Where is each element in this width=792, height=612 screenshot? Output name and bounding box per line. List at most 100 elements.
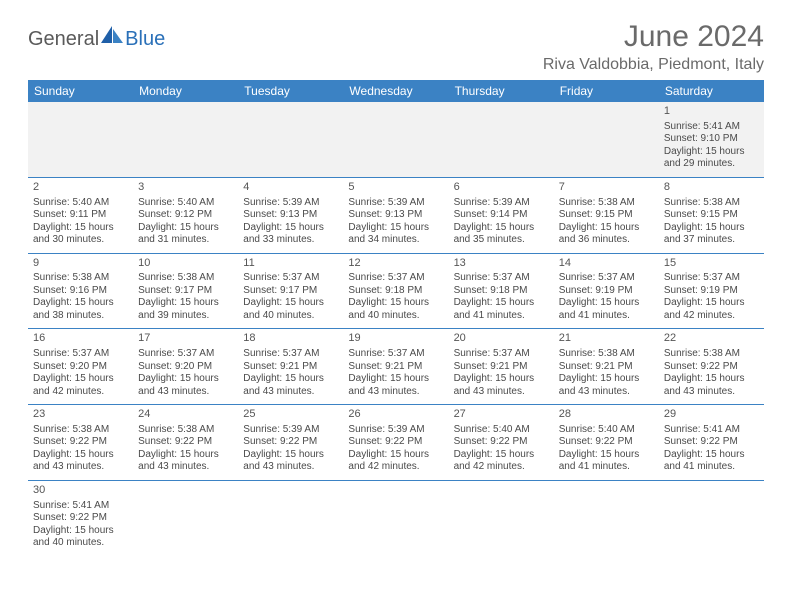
day-cell: 27Sunrise: 5:40 AMSunset: 9:22 PMDayligh… — [449, 405, 554, 481]
sunrise-line: Sunrise: 5:37 AM — [138, 348, 233, 361]
day-number: 20 — [454, 332, 549, 346]
day-cell: 21Sunrise: 5:38 AMSunset: 9:21 PMDayligh… — [554, 329, 659, 405]
day-number: 25 — [243, 408, 338, 422]
sunrise-line: Sunrise: 5:37 AM — [454, 348, 549, 361]
sunset-line: Sunset: 9:13 PM — [243, 209, 338, 222]
day-cell: 15Sunrise: 5:37 AMSunset: 9:19 PMDayligh… — [659, 253, 764, 329]
daylight-line: Daylight: 15 hours and 43 minutes. — [138, 373, 233, 398]
sunset-line: Sunset: 9:11 PM — [33, 209, 128, 222]
sunrise-line: Sunrise: 5:41 AM — [664, 121, 759, 134]
day-number: 10 — [138, 257, 233, 271]
sunrise-line: Sunrise: 5:39 AM — [454, 197, 549, 210]
sunset-line: Sunset: 9:13 PM — [348, 209, 443, 222]
sunset-line: Sunset: 9:19 PM — [559, 285, 654, 298]
location: Riva Valdobbia, Piedmont, Italy — [543, 56, 764, 74]
day-cell: 10Sunrise: 5:38 AMSunset: 9:17 PMDayligh… — [133, 253, 238, 329]
day-cell: 11Sunrise: 5:37 AMSunset: 9:17 PMDayligh… — [238, 253, 343, 329]
week-row: 30Sunrise: 5:41 AMSunset: 9:22 PMDayligh… — [28, 480, 764, 555]
day-cell: 22Sunrise: 5:38 AMSunset: 9:22 PMDayligh… — [659, 329, 764, 405]
sunset-line: Sunset: 9:19 PM — [664, 285, 759, 298]
sunrise-line: Sunrise: 5:38 AM — [559, 348, 654, 361]
daylight-line: Daylight: 15 hours and 37 minutes. — [664, 222, 759, 247]
weekday-header: Thursday — [449, 80, 554, 102]
sunset-line: Sunset: 9:15 PM — [664, 209, 759, 222]
daylight-line: Daylight: 15 hours and 43 minutes. — [348, 373, 443, 398]
daylight-line: Daylight: 15 hours and 36 minutes. — [559, 222, 654, 247]
week-row: 23Sunrise: 5:38 AMSunset: 9:22 PMDayligh… — [28, 405, 764, 481]
daylight-line: Daylight: 15 hours and 42 minutes. — [33, 373, 128, 398]
day-number: 30 — [33, 484, 128, 498]
day-cell: 23Sunrise: 5:38 AMSunset: 9:22 PMDayligh… — [28, 405, 133, 481]
sunset-line: Sunset: 9:21 PM — [243, 361, 338, 374]
weekday-header: Friday — [554, 80, 659, 102]
sunset-line: Sunset: 9:22 PM — [33, 512, 128, 525]
daylight-line: Daylight: 15 hours and 34 minutes. — [348, 222, 443, 247]
logo: General Blue — [28, 26, 165, 52]
daylight-line: Daylight: 15 hours and 40 minutes. — [348, 297, 443, 322]
day-number: 29 — [664, 408, 759, 422]
day-cell: 16Sunrise: 5:37 AMSunset: 9:20 PMDayligh… — [28, 329, 133, 405]
daylight-line: Daylight: 15 hours and 43 minutes. — [664, 373, 759, 398]
day-number: 6 — [454, 181, 549, 195]
day-cell: 2Sunrise: 5:40 AMSunset: 9:11 PMDaylight… — [28, 177, 133, 253]
day-cell: 26Sunrise: 5:39 AMSunset: 9:22 PMDayligh… — [343, 405, 448, 481]
day-number: 12 — [348, 257, 443, 271]
week-row: 16Sunrise: 5:37 AMSunset: 9:20 PMDayligh… — [28, 329, 764, 405]
day-number: 17 — [138, 332, 233, 346]
header: General Blue June 2024 Riva Valdobbia, P… — [28, 20, 764, 74]
sunset-line: Sunset: 9:18 PM — [454, 285, 549, 298]
day-cell — [554, 480, 659, 555]
day-cell — [449, 480, 554, 555]
day-cell — [133, 480, 238, 555]
day-number: 16 — [33, 332, 128, 346]
sunset-line: Sunset: 9:22 PM — [138, 436, 233, 449]
day-cell: 28Sunrise: 5:40 AMSunset: 9:22 PMDayligh… — [554, 405, 659, 481]
daylight-line: Daylight: 15 hours and 39 minutes. — [138, 297, 233, 322]
sunrise-line: Sunrise: 5:40 AM — [138, 197, 233, 210]
daylight-line: Daylight: 15 hours and 42 minutes. — [664, 297, 759, 322]
day-cell: 9Sunrise: 5:38 AMSunset: 9:16 PMDaylight… — [28, 253, 133, 329]
month-title: June 2024 — [543, 20, 764, 54]
sunrise-line: Sunrise: 5:37 AM — [243, 348, 338, 361]
calendar-table: Sunday Monday Tuesday Wednesday Thursday… — [28, 80, 764, 556]
sunrise-line: Sunrise: 5:38 AM — [559, 197, 654, 210]
sunrise-line: Sunrise: 5:39 AM — [243, 424, 338, 437]
sunset-line: Sunset: 9:16 PM — [33, 285, 128, 298]
day-number: 28 — [559, 408, 654, 422]
sunset-line: Sunset: 9:12 PM — [138, 209, 233, 222]
sunset-line: Sunset: 9:22 PM — [664, 436, 759, 449]
sunset-line: Sunset: 9:15 PM — [559, 209, 654, 222]
daylight-line: Daylight: 15 hours and 43 minutes. — [559, 373, 654, 398]
day-number: 2 — [33, 181, 128, 195]
weekday-header: Saturday — [659, 80, 764, 102]
day-cell: 5Sunrise: 5:39 AMSunset: 9:13 PMDaylight… — [343, 177, 448, 253]
sunrise-line: Sunrise: 5:37 AM — [243, 272, 338, 285]
sunrise-line: Sunrise: 5:38 AM — [138, 272, 233, 285]
day-number: 21 — [559, 332, 654, 346]
day-number: 3 — [138, 181, 233, 195]
day-number: 5 — [348, 181, 443, 195]
day-cell: 30Sunrise: 5:41 AMSunset: 9:22 PMDayligh… — [28, 480, 133, 555]
daylight-line: Daylight: 15 hours and 40 minutes. — [243, 297, 338, 322]
daylight-line: Daylight: 15 hours and 30 minutes. — [33, 222, 128, 247]
day-cell: 17Sunrise: 5:37 AMSunset: 9:20 PMDayligh… — [133, 329, 238, 405]
day-cell — [28, 102, 133, 177]
day-cell — [133, 102, 238, 177]
day-number: 15 — [664, 257, 759, 271]
daylight-line: Daylight: 15 hours and 41 minutes. — [559, 297, 654, 322]
sunset-line: Sunset: 9:18 PM — [348, 285, 443, 298]
day-cell: 18Sunrise: 5:37 AMSunset: 9:21 PMDayligh… — [238, 329, 343, 405]
week-row: 1Sunrise: 5:41 AMSunset: 9:10 PMDaylight… — [28, 102, 764, 177]
day-number: 13 — [454, 257, 549, 271]
sunset-line: Sunset: 9:21 PM — [454, 361, 549, 374]
day-cell: 25Sunrise: 5:39 AMSunset: 9:22 PMDayligh… — [238, 405, 343, 481]
day-cell — [449, 102, 554, 177]
day-cell: 20Sunrise: 5:37 AMSunset: 9:21 PMDayligh… — [449, 329, 554, 405]
day-cell: 29Sunrise: 5:41 AMSunset: 9:22 PMDayligh… — [659, 405, 764, 481]
day-number: 19 — [348, 332, 443, 346]
weekday-header-row: Sunday Monday Tuesday Wednesday Thursday… — [28, 80, 764, 102]
sunset-line: Sunset: 9:22 PM — [559, 436, 654, 449]
sunrise-line: Sunrise: 5:37 AM — [348, 272, 443, 285]
sunset-line: Sunset: 9:22 PM — [243, 436, 338, 449]
sunrise-line: Sunrise: 5:37 AM — [33, 348, 128, 361]
